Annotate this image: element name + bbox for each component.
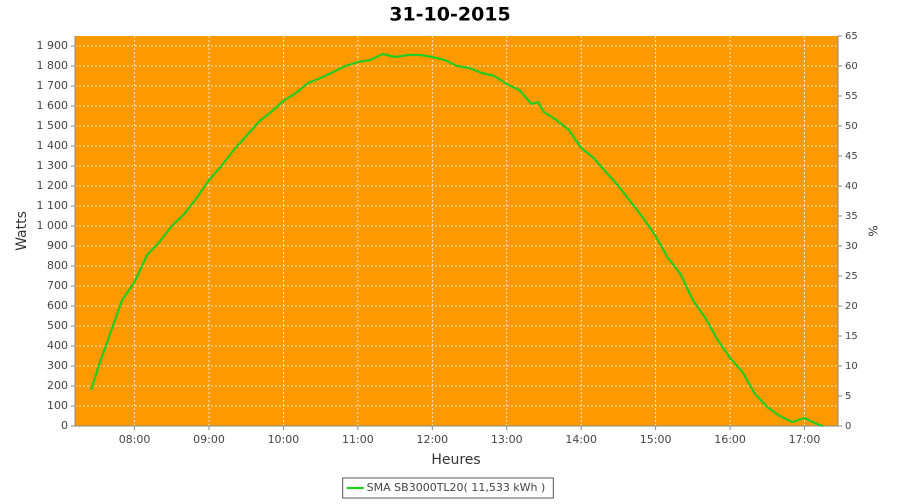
x-tick-label: 12:00 — [416, 433, 448, 446]
y-tick-label: 900 — [47, 239, 68, 252]
y2-tick-label: 10 — [845, 361, 858, 372]
y2-tick-label: 50 — [845, 121, 858, 132]
y2-tick-label: 20 — [845, 301, 858, 312]
x-tick-label: 13:00 — [491, 433, 523, 446]
x-tick-label: 10:00 — [268, 433, 300, 446]
y-tick-label: 1 500 — [37, 119, 69, 132]
x-tick-label: 11:00 — [342, 433, 374, 446]
y-tick-label: 1 000 — [37, 219, 69, 232]
x-tick-label: 09:00 — [193, 433, 225, 446]
x-tick-label: 08:00 — [119, 433, 151, 446]
y-tick-label: 0 — [61, 419, 68, 432]
y-tick-label: 300 — [47, 359, 68, 372]
y-tick-label: 700 — [47, 279, 68, 292]
series-line — [90, 52, 824, 428]
y2-tick-label: 65 — [845, 31, 858, 42]
x-axis-label: Heures — [431, 452, 480, 468]
x-tick-label: 15:00 — [640, 433, 672, 446]
y-tick-label: 200 — [47, 379, 68, 392]
y2-tick-label: 15 — [845, 331, 858, 342]
y-tick-label: 500 — [47, 319, 68, 332]
y-tick-label: 100 — [47, 399, 68, 412]
y2-tick-label: 0 — [845, 421, 851, 432]
y2-tick-label: 55 — [845, 91, 858, 102]
y2-tick-label: 35 — [845, 211, 858, 222]
y-tick-label: 600 — [47, 299, 68, 312]
y-axis-label: Watts — [14, 211, 30, 251]
y-tick-label: 1 100 — [37, 199, 69, 212]
x-tick-label: 16:00 — [714, 433, 746, 446]
y-tick-label: 1 600 — [37, 99, 69, 112]
plot-area — [75, 36, 838, 426]
y-tick-label: 1 300 — [37, 159, 69, 172]
y2-tick-label: 60 — [845, 61, 858, 72]
legend-label: SMA SB3000TL20( 11,533 kWh ) — [367, 481, 546, 494]
y2-tick-label: 40 — [845, 181, 858, 192]
y2-axis-label: % — [866, 225, 880, 236]
y2-tick-label: 30 — [845, 241, 858, 252]
y2-tick-label: 5 — [845, 391, 851, 402]
y2-tick-label: 45 — [845, 151, 858, 162]
y2-tick-label: 25 — [845, 271, 858, 282]
x-tick-label: 17:00 — [789, 433, 821, 446]
legend: SMA SB3000TL20( 11,533 kWh ) — [342, 477, 554, 499]
y-tick-label: 400 — [47, 339, 68, 352]
y-tick-label: 1 900 — [37, 39, 69, 52]
chart-title: 31-10-2015 — [389, 4, 511, 26]
legend-box — [342, 477, 554, 499]
y-tick-label: 800 — [47, 259, 68, 272]
y-tick-label: 1 700 — [37, 79, 69, 92]
y-tick-label: 1 800 — [37, 59, 69, 72]
x-tick-label: 14:00 — [565, 433, 597, 446]
y-tick-label: 1 400 — [37, 139, 69, 152]
y-tick-label: 1 200 — [37, 179, 69, 192]
